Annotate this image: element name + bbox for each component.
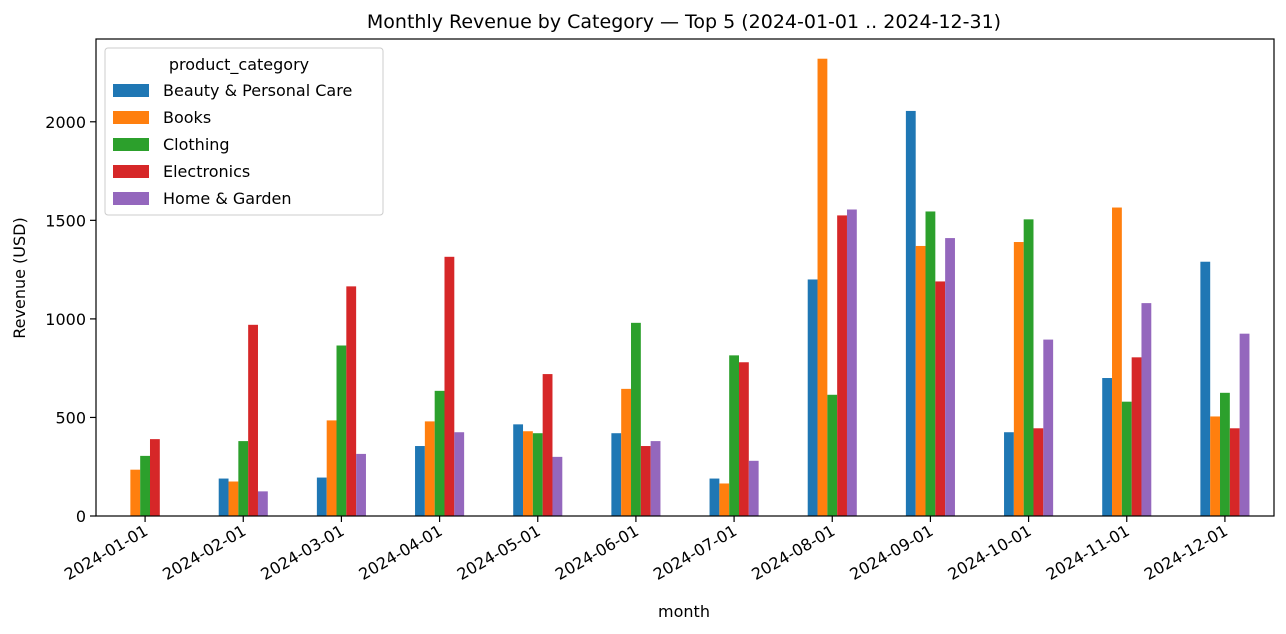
bar <box>1220 392 1230 516</box>
bar <box>905 110 916 516</box>
x-tick-label: 2024-10-01 <box>945 521 1035 584</box>
y-tick-label: 2000 <box>45 113 86 132</box>
bar <box>552 456 563 516</box>
plot-frame <box>95 38 1275 517</box>
bar <box>1033 428 1044 516</box>
x-tick-label: 2024-12-01 <box>1141 521 1231 584</box>
y-ticks: 0 500 1000 1500 2000 <box>45 113 96 526</box>
bar <box>336 345 347 516</box>
bar <box>356 453 366 516</box>
legend-swatch <box>113 165 149 178</box>
bar <box>925 211 936 516</box>
legend-swatch <box>113 138 149 151</box>
legend-items: Beauty & Personal Care Books Clothing Elect… <box>113 81 352 208</box>
bar <box>827 394 838 516</box>
x-tick-label: 2024-11-01 <box>1043 521 1133 584</box>
bar <box>326 420 337 516</box>
y-axis-label: Revenue (USD) <box>10 217 29 338</box>
bar <box>532 433 543 516</box>
bar <box>542 374 553 516</box>
bar <box>415 446 425 516</box>
bar <box>807 279 818 516</box>
x-tick-label: 2024-03-01 <box>257 521 347 584</box>
bar <box>935 281 946 516</box>
bars-group <box>130 58 1250 517</box>
bar <box>1112 207 1122 516</box>
x-tick-label: 2024-06-01 <box>552 521 642 584</box>
bar <box>218 478 229 516</box>
bar <box>1131 357 1142 516</box>
bar <box>346 286 357 516</box>
bar <box>719 483 730 516</box>
bar <box>140 455 150 516</box>
bar <box>1023 219 1034 516</box>
bar <box>228 481 239 516</box>
bar <box>1121 401 1132 516</box>
bar <box>915 245 926 516</box>
bar <box>817 58 828 517</box>
legend: product_category Beauty & Personal CareB… <box>104 47 384 216</box>
bar <box>149 439 160 516</box>
legend-swatch <box>113 84 149 97</box>
bar <box>729 355 739 516</box>
x-tick-label: 2024-01-01 <box>61 521 151 584</box>
bar <box>650 441 661 516</box>
bar <box>1200 261 1211 516</box>
x-tick-label: 2024-09-01 <box>846 521 936 584</box>
bar <box>709 478 720 516</box>
bar <box>1102 378 1113 516</box>
legend-label: Home & Garden <box>163 189 292 208</box>
x-tick-label: 2024-08-01 <box>748 521 838 584</box>
bar <box>738 362 749 516</box>
y-tick-label: 1000 <box>45 310 86 329</box>
bar <box>621 388 632 516</box>
x-tick-label: 2024-07-01 <box>650 521 740 584</box>
y-tick-label: 500 <box>55 408 86 427</box>
bar <box>434 390 445 516</box>
bar <box>837 215 847 516</box>
bar <box>1043 339 1054 516</box>
bar <box>640 446 651 516</box>
bar <box>1239 333 1250 516</box>
bar <box>454 432 465 516</box>
bar <box>316 477 327 516</box>
bar <box>1013 242 1024 516</box>
bar <box>1210 416 1221 516</box>
x-ticks: 2024-01-01 2024-02-01 2024-03-01 2024-04-01… <box>61 516 1231 584</box>
x-tick-label: 2024-04-01 <box>356 521 446 584</box>
y-tick-label: 0 <box>76 507 86 526</box>
legend-label: Books <box>163 108 211 127</box>
legend-label: Beauty & Personal Care <box>163 81 352 100</box>
legend-title: product_category <box>169 55 309 75</box>
bar <box>248 324 258 516</box>
bar <box>1229 428 1240 516</box>
legend-box <box>104 47 384 216</box>
x-tick-label: 2024-02-01 <box>159 521 249 584</box>
bar <box>238 441 249 516</box>
legend-label: Electronics <box>163 162 250 181</box>
bar <box>1141 303 1152 516</box>
bar <box>513 424 524 516</box>
chart-title: Monthly Revenue by Category — Top 5 (202… <box>367 11 1001 33</box>
bar <box>945 238 955 516</box>
bar <box>1004 432 1014 516</box>
x-tick-label: 2024-05-01 <box>454 521 544 584</box>
bar <box>631 322 641 516</box>
bar <box>523 431 533 516</box>
bar <box>846 209 857 516</box>
bar <box>748 460 759 516</box>
bar <box>257 491 268 516</box>
bar <box>444 256 455 516</box>
legend-label: Clothing <box>163 135 230 154</box>
bar <box>611 433 622 516</box>
bar <box>130 469 141 516</box>
legend-swatch <box>113 192 149 205</box>
x-axis-label: month <box>658 602 710 621</box>
bar <box>424 421 435 516</box>
legend-swatch <box>113 111 149 124</box>
y-tick-label: 1500 <box>45 211 86 230</box>
